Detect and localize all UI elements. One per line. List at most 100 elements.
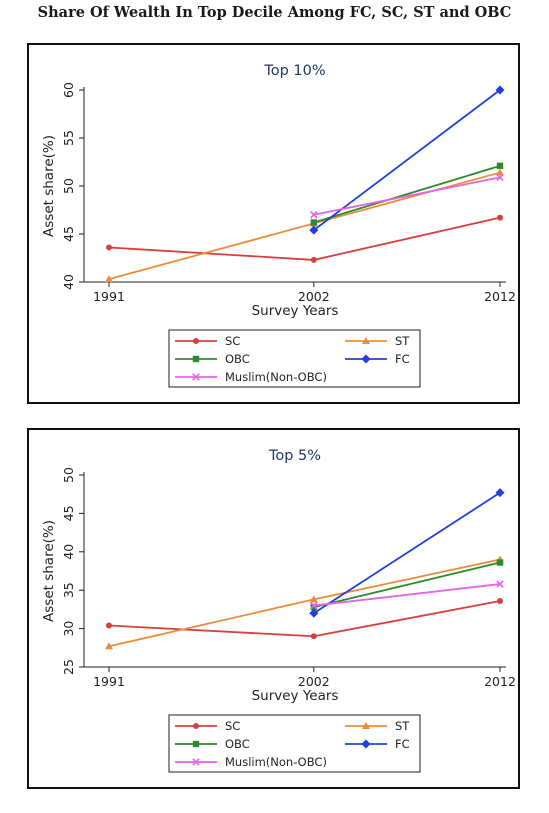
- legend-label: OBC: [225, 737, 250, 751]
- series-muslim-non-obc: [310, 173, 504, 219]
- legend-marker: [193, 723, 199, 729]
- legend-item-muslim-non-obc: Muslim(Non-OBC): [175, 370, 327, 384]
- y-tick-label: 25: [61, 659, 76, 675]
- series-line-st: [108, 558, 501, 648]
- y-tick-label: 40: [61, 544, 76, 560]
- series-line-obc: [313, 164, 501, 224]
- data-point-fc: [495, 488, 505, 498]
- legend-marker: [361, 354, 371, 364]
- legend-label: ST: [395, 334, 410, 348]
- legend-item-muslim-non-obc: Muslim(Non-OBC): [175, 755, 327, 769]
- series-line-muslim-non-obc: [313, 176, 501, 216]
- legend-marker: [193, 338, 199, 344]
- data-point-st: [105, 275, 113, 283]
- data-point-st: [105, 642, 113, 650]
- legend-marker: [192, 373, 200, 381]
- legend-item-obc: OBC: [175, 737, 250, 751]
- legend-marker: [361, 739, 371, 749]
- data-point-muslim-non-obc: [496, 173, 504, 182]
- series-line-obc: [313, 561, 501, 608]
- data-point-st: [496, 168, 504, 176]
- y-axis-label: Asset share(%): [41, 135, 57, 237]
- page-title: Share Of Wealth In Top Decile Among FC, …: [37, 4, 512, 21]
- chart-top-5-percent: Top 5% 25 30 35 40 45 50 1991 2002 2012 Survey Yea…: [27, 428, 520, 789]
- data-point-st: [309, 595, 318, 603]
- chart-title: Top 10%: [263, 63, 325, 79]
- data-point-obc: [310, 603, 318, 611]
- y-axis-label: Asset share(%): [41, 520, 57, 622]
- series-line-sc: [108, 216, 501, 261]
- legend-label: Muslim(Non-OBC): [225, 755, 327, 769]
- series-obc: [310, 559, 504, 611]
- data-point-fc: [495, 85, 505, 95]
- series-obc: [310, 162, 504, 226]
- chart-top-10-svg: Top 10% 40 45 50 55 60 1991 2002 2012 Survey Year…: [41, 63, 516, 388]
- legend-item-st: ST: [345, 719, 410, 733]
- x-tick-label: 2012: [484, 289, 516, 304]
- y-tick-label: 35: [61, 582, 76, 598]
- series-muslim-non-obc: [310, 580, 504, 610]
- data-point-fc: [309, 225, 319, 235]
- legend-item-st: ST: [345, 334, 410, 348]
- series-sc: [106, 214, 503, 263]
- series-line-sc: [108, 600, 501, 638]
- legend-label: SC: [225, 719, 240, 733]
- legend-label: FC: [395, 352, 410, 366]
- legend-label: ST: [395, 719, 410, 733]
- legend-item-obc: OBC: [175, 352, 250, 366]
- data-point-obc: [496, 162, 504, 170]
- legend: SC ST OBC FC Muslim(Non-OBC): [168, 329, 421, 388]
- chart-title: Top 5%: [268, 448, 321, 464]
- data-point-sc: [497, 597, 503, 604]
- y-tick-label: 50: [61, 467, 76, 483]
- y-tick-label: 45: [61, 226, 76, 242]
- legend-item-fc: FC: [345, 737, 410, 751]
- x-tick-label: 2002: [298, 289, 330, 304]
- series-st: [105, 168, 504, 283]
- chart-top-5-svg: Top 5% 25 30 35 40 45 50 1991 2002 2012 Survey Yea…: [41, 448, 516, 773]
- legend-marker: [362, 337, 370, 344]
- legend-label: SC: [225, 334, 240, 348]
- x-tick-label: 2012: [484, 674, 516, 689]
- y-tick-label: 60: [61, 82, 76, 98]
- data-point-sc: [310, 256, 317, 263]
- data-point-sc: [497, 214, 503, 221]
- data-point-obc: [310, 219, 318, 226]
- legend-marker: [192, 740, 200, 748]
- data-point-sc: [310, 633, 317, 640]
- data-point-sc: [106, 244, 112, 251]
- y-tick-label: 45: [61, 505, 76, 521]
- series-sc: [106, 597, 503, 640]
- x-axis-label: Survey Years: [252, 688, 339, 704]
- data-point-muslim-non-obc: [310, 211, 318, 219]
- data-point-sc: [106, 622, 112, 629]
- y-tick-label: 55: [61, 130, 76, 146]
- data-point-muslim-non-obc: [496, 580, 504, 588]
- series-line-fc: [313, 491, 501, 614]
- legend-marker: [192, 758, 200, 766]
- series-line-muslim-non-obc: [313, 583, 501, 607]
- data-point-muslim-non-obc: [310, 601, 318, 610]
- y-tick-label: 30: [61, 621, 76, 637]
- legend-label: FC: [395, 737, 410, 751]
- legend-item-fc: FC: [345, 352, 410, 366]
- legend-label: Muslim(Non-OBC): [225, 370, 327, 384]
- legend-item-sc: SC: [175, 334, 240, 348]
- x-tick-label: 1991: [93, 289, 125, 304]
- legend-marker: [362, 722, 370, 729]
- y-tick-label: 40: [61, 274, 76, 290]
- series-fc: [309, 85, 505, 235]
- data-point-obc: [496, 559, 504, 566]
- legend-label: OBC: [225, 352, 250, 366]
- legend-marker: [192, 355, 200, 363]
- data-point-fc: [309, 608, 319, 618]
- legend: SC ST OBC FC Muslim(Non-OBC): [168, 714, 421, 773]
- x-tick-label: 1991: [93, 674, 125, 689]
- x-tick-label: 2002: [298, 674, 330, 689]
- legend-item-sc: SC: [175, 719, 240, 733]
- chart-top-10-percent: Top 10% 40 45 50 55 60 1991 2002 2012 Survey Year…: [27, 43, 520, 404]
- series-fc: [309, 488, 505, 618]
- x-axis-label: Survey Years: [252, 303, 339, 319]
- y-tick-label: 50: [61, 178, 76, 194]
- series-line-fc: [313, 89, 501, 231]
